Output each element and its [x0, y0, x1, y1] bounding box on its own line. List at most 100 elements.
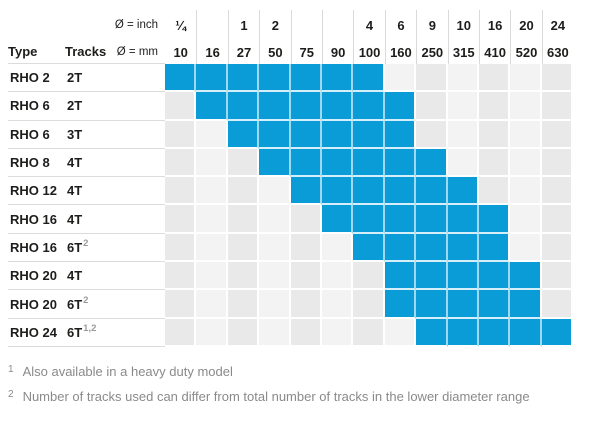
mm-header-cell: 630 [541, 40, 574, 64]
tracks-footnote-superscript: 2 [83, 237, 89, 249]
range-cell-active [478, 262, 511, 291]
footnote-1: 1 Also available in a heavy duty model [6, 360, 530, 385]
range-cell-empty [478, 64, 511, 93]
row-tracks-label: 4T [65, 177, 120, 206]
range-cell-empty [321, 233, 354, 263]
range-cell-active [259, 120, 291, 149]
range-cell-empty [227, 290, 260, 319]
range-cell-active [259, 92, 291, 121]
row-type-label: RHO 6 [8, 120, 65, 149]
range-cell-empty [227, 177, 260, 206]
range-cell-empty [416, 92, 448, 121]
mm-header-cell: 160 [384, 40, 417, 64]
range-cell-empty [196, 318, 228, 347]
range-cell-active [259, 64, 291, 93]
range-cell-active [384, 262, 417, 291]
mm-header-cell: 250 [416, 40, 448, 64]
range-cell-active [353, 92, 385, 121]
range-cell-empty [541, 205, 574, 234]
range-cell-active [384, 177, 417, 206]
range-cell-active [290, 92, 322, 121]
range-cell-active [416, 233, 448, 263]
range-cell-active [384, 92, 417, 121]
range-cell-active [384, 290, 417, 319]
row-type-label: RHO 8 [8, 148, 65, 178]
range-cell-empty [165, 148, 197, 178]
range-cell-active [510, 318, 542, 347]
range-cell-empty [478, 148, 511, 178]
row-tracks-label: 6T 1,2 [65, 318, 120, 347]
inch-header-cell: 24 [541, 10, 574, 40]
range-cell-empty [541, 177, 574, 206]
range-cell-empty [353, 262, 385, 291]
range-cell-active [478, 233, 511, 263]
inch-header-cell: 6 [384, 10, 417, 40]
range-cell-active [384, 148, 417, 178]
range-cell-active [541, 318, 574, 347]
footnote-1-marker: 1 [8, 364, 14, 375]
mm-header-cell: 16 [196, 40, 228, 64]
row-tracks-label: 2T [65, 92, 120, 121]
inch-header-cell: 20 [510, 10, 542, 40]
range-cell-empty [165, 120, 197, 149]
row-label-spacer [120, 92, 165, 121]
inch-header-cell: 16 [478, 10, 511, 40]
range-cell-active [353, 120, 385, 149]
inch-header-cell: ¼ [165, 10, 197, 40]
range-cell-empty [196, 120, 228, 149]
range-cell-active [447, 233, 479, 263]
row-tracks-label: 6T 2 [65, 290, 120, 319]
range-cell-empty [196, 177, 228, 206]
range-cell-empty [290, 262, 322, 291]
range-cell-active [196, 92, 228, 121]
range-cell-empty [259, 177, 291, 206]
range-cell-empty [227, 205, 260, 234]
range-cell-empty [290, 233, 322, 263]
tracks-value: 4T [67, 211, 83, 227]
range-cell-active [416, 318, 448, 347]
range-cell-empty [510, 148, 542, 178]
range-cell-active [478, 205, 511, 234]
range-cell-active [321, 148, 354, 178]
inch-header-cell: 9 [416, 10, 448, 40]
range-cell-empty [290, 290, 322, 319]
tracks-value: 6T [67, 296, 83, 312]
range-cell-active [416, 262, 448, 291]
range-cell-active [447, 177, 479, 206]
range-cell-empty [541, 148, 574, 178]
footnote-2: 2 Number of tracks used can differ from t… [6, 385, 530, 410]
mm-header-cell: 315 [447, 40, 479, 64]
footnote-2-marker: 2 [8, 389, 14, 400]
tracks-value: 2T [67, 70, 83, 86]
range-cell-empty [416, 120, 448, 149]
range-cell-empty [510, 120, 542, 149]
range-cell-active [290, 120, 322, 149]
range-cell-active [353, 64, 385, 93]
range-cell-empty [510, 177, 542, 206]
mm-header-cell: 90 [321, 40, 354, 64]
inch-header-cell [321, 10, 354, 40]
range-cell-empty [259, 290, 291, 319]
range-cell-empty [196, 205, 228, 234]
range-cell-empty [227, 233, 260, 263]
range-cell-empty [290, 205, 322, 234]
diameter-range-matrix: Ø = inch Type Tracks Ø = mm ¼ 1 2 4 6 9 10 16 20… [8, 10, 574, 347]
range-cell-active [321, 92, 354, 121]
range-cell-active [416, 148, 448, 178]
row-type-label: RHO 12 [8, 177, 65, 206]
row-label-spacer [120, 120, 165, 149]
mm-header-cell: 410 [478, 40, 511, 64]
row-label-spacer [120, 205, 165, 234]
footnote-2-text: Number of tracks used can differ from to… [22, 389, 530, 404]
row-label-spacer [120, 262, 165, 291]
range-cell-empty [353, 290, 385, 319]
tracks-value: 4T [67, 183, 83, 199]
mm-header-cell: 27 [227, 40, 260, 64]
tracks-value: 4T [67, 155, 83, 171]
row-tracks-label: 6T 2 [65, 233, 120, 263]
range-cell-active [227, 92, 260, 121]
row-tracks-label: 2T [65, 64, 120, 93]
range-cell-empty [196, 290, 228, 319]
range-cell-active [416, 205, 448, 234]
